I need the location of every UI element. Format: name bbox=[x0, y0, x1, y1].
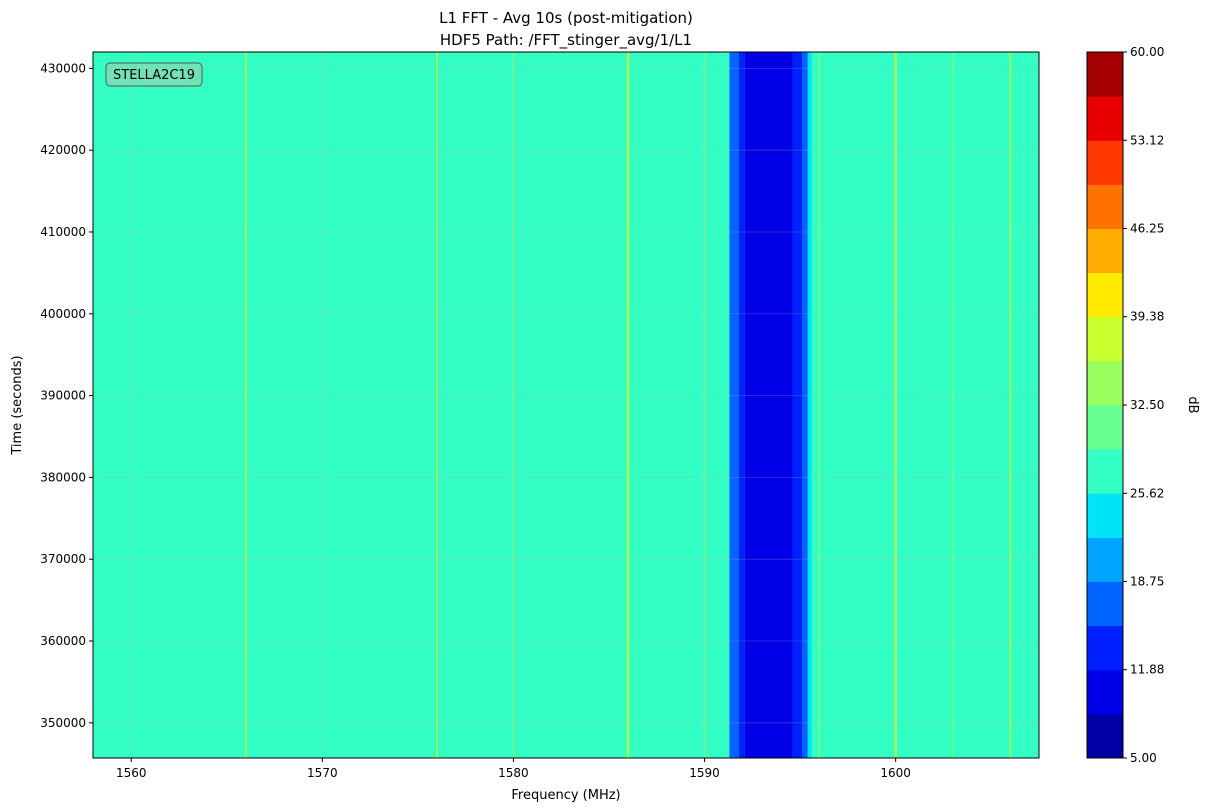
notch-band bbox=[738, 52, 745, 758]
colorbar-level bbox=[1087, 228, 1123, 274]
notch-band bbox=[792, 52, 803, 758]
colorbar-ticks: 5.00 11.88 18.75 25.62 32.50 39.38 46.25 53.12 6… bbox=[1123, 45, 1164, 765]
colorbar-level bbox=[1087, 96, 1123, 141]
y-axis-label: Time (seconds) bbox=[10, 355, 25, 455]
y-tick-label: 390000 bbox=[40, 389, 86, 403]
colorbar-level bbox=[1087, 316, 1123, 362]
plot-frame bbox=[92, 51, 1040, 759]
chart-title: L1 FFT - Avg 10s (post-mitigation) bbox=[439, 9, 693, 27]
spur-line bbox=[894, 52, 897, 758]
spur-line bbox=[244, 52, 247, 758]
y-tick-label: 420000 bbox=[40, 143, 86, 157]
y-axis-ticks: 350000 360000 370000 380000 390000 400000 4100… bbox=[40, 61, 93, 730]
spur-line bbox=[627, 52, 630, 758]
colorbar-label: dB bbox=[1185, 396, 1200, 413]
spur-line bbox=[1009, 52, 1012, 758]
spur-line bbox=[703, 52, 706, 758]
colorbar-tick-label: 60.00 bbox=[1130, 45, 1164, 59]
colorbar-level bbox=[1087, 140, 1123, 185]
colorbar-tick-label: 25.62 bbox=[1130, 486, 1164, 500]
colorbar-tick-label: 46.25 bbox=[1130, 222, 1164, 236]
x-tick-label: 1600 bbox=[880, 766, 911, 780]
x-tick-label: 1560 bbox=[116, 766, 147, 780]
colorbar-tick-label: 32.50 bbox=[1130, 398, 1164, 412]
colorbar-tick-label: 5.00 bbox=[1130, 751, 1157, 765]
annotation-text: STELLA2C19 bbox=[113, 68, 195, 83]
y-tick-label: 410000 bbox=[40, 225, 86, 239]
x-tick-label: 1590 bbox=[689, 766, 720, 780]
notch-band bbox=[744, 52, 793, 758]
notch-band bbox=[729, 52, 739, 758]
colorbar bbox=[1087, 52, 1123, 759]
y-tick-label: 430000 bbox=[40, 61, 86, 75]
x-axis-label: Frequency (MHz) bbox=[511, 788, 620, 803]
colorbar-level bbox=[1087, 449, 1123, 494]
x-tick-label: 1580 bbox=[498, 766, 529, 780]
y-tick-label: 360000 bbox=[40, 634, 86, 648]
colorbar-level bbox=[1087, 581, 1123, 627]
y-tick-label: 370000 bbox=[40, 552, 86, 566]
plot-area bbox=[93, 52, 1039, 758]
y-tick-label: 350000 bbox=[40, 716, 86, 730]
heatmap-background bbox=[93, 52, 1039, 758]
colorbar-level bbox=[1087, 625, 1123, 671]
colorbar-tick-label: 39.38 bbox=[1130, 310, 1164, 324]
colorbar-level bbox=[1087, 493, 1123, 538]
y-tick-label: 400000 bbox=[40, 307, 86, 321]
spur-line bbox=[818, 52, 821, 758]
y-tick-label: 380000 bbox=[40, 470, 86, 484]
x-tick-label: 1570 bbox=[307, 766, 338, 780]
notch-band bbox=[802, 52, 808, 758]
colorbar-tick-label: 18.75 bbox=[1130, 575, 1164, 589]
colorbar-level bbox=[1087, 272, 1123, 318]
colorbar-level bbox=[1087, 405, 1123, 450]
colorbar-level bbox=[1087, 669, 1123, 715]
colorbar-level bbox=[1087, 184, 1123, 229]
spur-line bbox=[952, 52, 954, 758]
station-annotation: STELLA2C19 bbox=[105, 62, 203, 87]
colorbar-level bbox=[1087, 360, 1123, 406]
spur-line bbox=[436, 52, 438, 758]
colorbar-tick-label: 11.88 bbox=[1130, 663, 1164, 677]
chart-subtitle: HDF5 Path: /FFT_stinger_avg/1/L1 bbox=[440, 31, 692, 50]
grid-lines bbox=[93, 52, 1039, 758]
notch-band bbox=[807, 52, 812, 758]
colorbar-tick-label: 53.12 bbox=[1130, 133, 1164, 147]
colorbar-level bbox=[1087, 713, 1123, 759]
annotation-box bbox=[105, 62, 203, 87]
x-axis-ticks: 1560 1570 1580 1590 1600 bbox=[116, 758, 911, 780]
colorbar-level bbox=[1087, 52, 1123, 97]
colorbar-level bbox=[1087, 537, 1123, 582]
spur-line bbox=[512, 52, 515, 758]
